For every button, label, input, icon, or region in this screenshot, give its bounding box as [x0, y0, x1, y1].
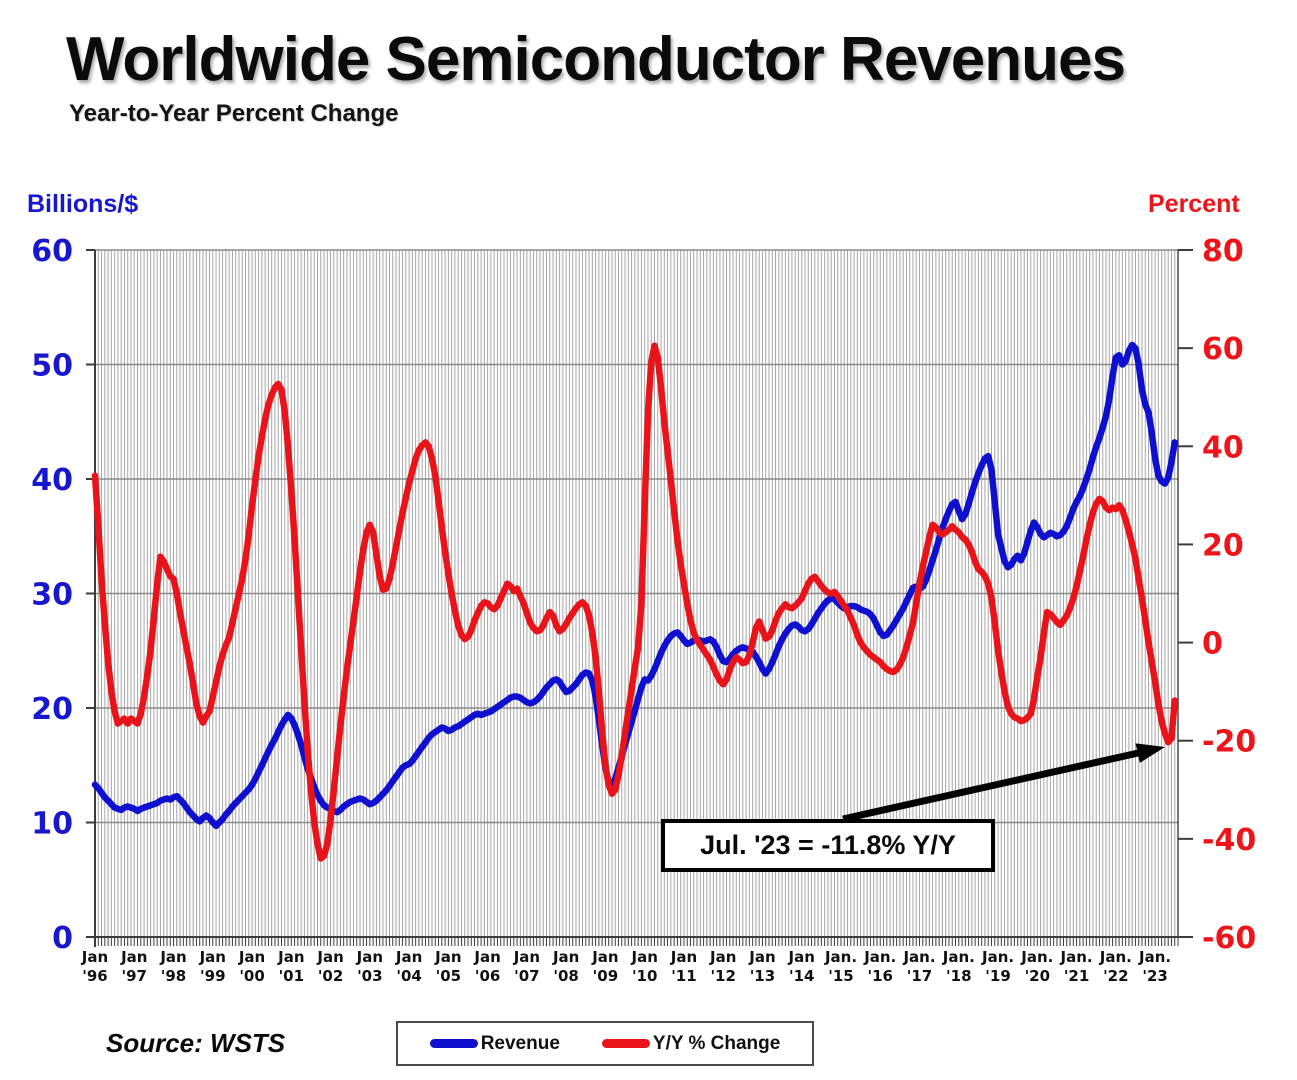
x-axis-year-label: '03 — [357, 967, 382, 985]
x-axis-month-label: Jan — [788, 948, 815, 966]
x-axis-year-label: '00 — [239, 967, 264, 985]
revenue-line — [91, 341, 1178, 830]
right-axis-tick-label: -60 — [1202, 921, 1256, 956]
x-axis-month-label: Jan. — [1138, 948, 1171, 966]
x-axis-month-label: Jan — [238, 948, 265, 966]
right-axis-tick-label: 20 — [1202, 528, 1244, 563]
x-axis-month-label: Jan — [159, 948, 186, 966]
x-axis-year-label: '15 — [828, 967, 853, 985]
x-axis-year-label: '99 — [200, 967, 225, 985]
x-axis-month-label: Jan — [199, 948, 226, 966]
revenue-line-swatch — [429, 1039, 478, 1048]
x-axis-month-label: Jan — [81, 948, 108, 966]
x-axis-month-label: Jan — [434, 948, 461, 966]
left-axis-tick-label: 40 — [31, 463, 73, 498]
legend-box: Revenue Y/Y % Change — [396, 1021, 814, 1066]
x-axis-year-label: '12 — [710, 967, 735, 985]
x-axis-year-label: '02 — [318, 967, 343, 985]
annotation-arrow-shaft — [842, 748, 1143, 823]
x-axis-year-label: '06 — [475, 967, 500, 985]
x-axis-year-label: '05 — [436, 967, 461, 985]
left-axis-unit-label: Billions/$ — [27, 190, 139, 218]
right-axis-tick-label: 0 — [1202, 627, 1223, 662]
x-axis-month-label: Jan. — [1060, 948, 1093, 966]
x-axis-year-label: '20 — [1025, 967, 1050, 985]
x-axis-month-label: Jan — [748, 948, 775, 966]
right-axis-tick-label: -20 — [1202, 725, 1256, 760]
x-axis-month-label: Jan — [277, 948, 304, 966]
x-axis-year-label: '17 — [907, 967, 932, 985]
x-axis-month-label: Jan — [513, 948, 540, 966]
x-axis-year-label: '08 — [553, 967, 578, 985]
legend-item-yoy: Y/Y % Change — [601, 1032, 781, 1055]
x-axis-year-label: '07 — [514, 967, 539, 985]
x-axis-month-label: Jan — [356, 948, 383, 966]
x-axis-month-label: Jan. — [824, 948, 857, 966]
x-axis-month-label: Jan. — [863, 948, 896, 966]
left-axis-tick-label: 20 — [31, 692, 73, 727]
right-axis-tick-label: -40 — [1202, 823, 1256, 858]
x-axis-year-label: '19 — [985, 967, 1010, 985]
x-axis-month-label: Jan — [552, 948, 579, 966]
yoy-line-swatch — [601, 1039, 650, 1048]
x-axis-month-label: Jan. — [1020, 948, 1053, 966]
x-axis-year-label: '96 — [82, 967, 107, 985]
x-axis-year-label: '21 — [1064, 967, 1089, 985]
left-axis-tick-label: 50 — [31, 349, 73, 384]
x-axis-year-label: '16 — [868, 967, 893, 985]
right-axis-tick-label: 60 — [1202, 332, 1244, 367]
x-axis-year-label: '14 — [789, 967, 814, 985]
x-axis-year-label: '11 — [671, 967, 696, 985]
x-axis-year-label: '98 — [161, 967, 186, 985]
x-axis-month-label: Jan. — [981, 948, 1014, 966]
x-axis-month-label: Jan — [670, 948, 697, 966]
right-axis-tick-label: 40 — [1202, 430, 1244, 465]
legend-label-revenue: Revenue — [480, 1032, 560, 1054]
x-axis-month-label: Jan — [591, 948, 618, 966]
x-axis-month-label: Jan — [709, 948, 736, 966]
right-axis-unit-label: Percent — [1148, 190, 1240, 218]
chart-subtitle: Year-to-Year Percent Change — [69, 100, 399, 127]
x-axis-month-label: Jan — [473, 948, 500, 966]
x-axis-month-label: Jan — [630, 948, 657, 966]
x-axis-year-label: '10 — [632, 967, 657, 985]
left-axis-tick-label: 10 — [31, 807, 73, 842]
chart-title: Worldwide Semiconductor Revenues — [66, 25, 1126, 94]
x-axis-month-label: Jan — [395, 948, 422, 966]
x-axis-year-label: '97 — [122, 967, 147, 985]
legend-label-yoy: Y/Y % Change — [652, 1032, 781, 1054]
right-axis-tick-label: 80 — [1202, 234, 1244, 269]
x-axis-year-label: '22 — [1103, 967, 1128, 985]
annotation-callout: Jul. '23 = -11.8% Y/Y — [661, 819, 995, 872]
x-axis-year-label: '01 — [279, 967, 304, 985]
source-credit: Source: WSTS — [106, 1028, 286, 1058]
x-axis-month-label: Jan — [316, 948, 343, 966]
legend-item-revenue: Revenue — [429, 1032, 560, 1055]
x-axis-year-label: '18 — [946, 967, 971, 985]
x-axis-month-label: Jan. — [942, 948, 975, 966]
left-axis-tick-label: 0 — [52, 921, 73, 956]
x-axis-month-label: Jan. — [1099, 948, 1132, 966]
x-axis-month-label: Jan. — [902, 948, 935, 966]
yoy-change-line — [91, 342, 1178, 862]
left-axis-tick-label: 30 — [31, 578, 73, 613]
x-axis-year-label: '04 — [396, 967, 421, 985]
x-axis-year-label: '13 — [750, 967, 775, 985]
x-axis-year-label: '23 — [1142, 967, 1167, 985]
left-axis-tick-label: 60 — [31, 234, 73, 269]
annotation-arrow-head — [1135, 743, 1165, 763]
x-axis-month-label: Jan — [120, 948, 147, 966]
x-axis-year-label: '09 — [593, 967, 618, 985]
